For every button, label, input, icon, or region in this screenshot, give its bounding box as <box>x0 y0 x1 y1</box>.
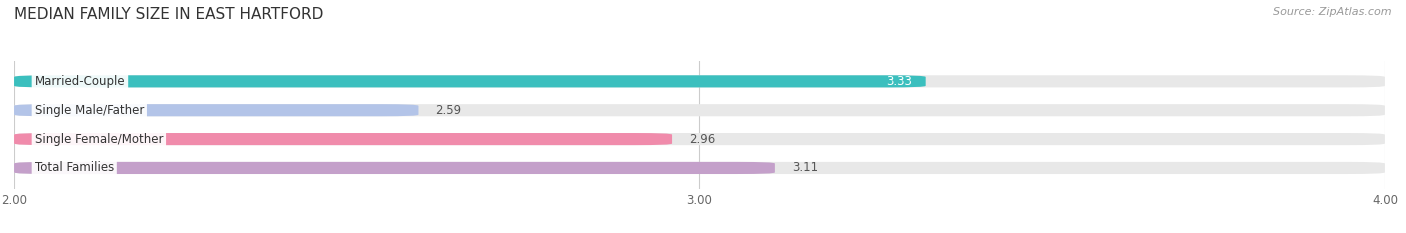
FancyBboxPatch shape <box>14 133 1385 145</box>
Text: MEDIAN FAMILY SIZE IN EAST HARTFORD: MEDIAN FAMILY SIZE IN EAST HARTFORD <box>14 7 323 22</box>
Text: Single Female/Mother: Single Female/Mother <box>35 133 163 146</box>
Text: 2.59: 2.59 <box>436 104 461 117</box>
FancyBboxPatch shape <box>14 162 1385 174</box>
Text: Total Families: Total Families <box>35 161 114 175</box>
FancyBboxPatch shape <box>14 104 419 116</box>
Text: Source: ZipAtlas.com: Source: ZipAtlas.com <box>1274 7 1392 17</box>
Text: 3.11: 3.11 <box>792 161 818 175</box>
FancyBboxPatch shape <box>14 75 925 87</box>
FancyBboxPatch shape <box>14 162 775 174</box>
Text: Married-Couple: Married-Couple <box>35 75 125 88</box>
Text: 3.33: 3.33 <box>886 75 912 88</box>
FancyBboxPatch shape <box>14 133 672 145</box>
FancyBboxPatch shape <box>14 75 1385 87</box>
FancyBboxPatch shape <box>14 104 1385 116</box>
Text: 2.96: 2.96 <box>689 133 716 146</box>
Text: Single Male/Father: Single Male/Father <box>35 104 143 117</box>
